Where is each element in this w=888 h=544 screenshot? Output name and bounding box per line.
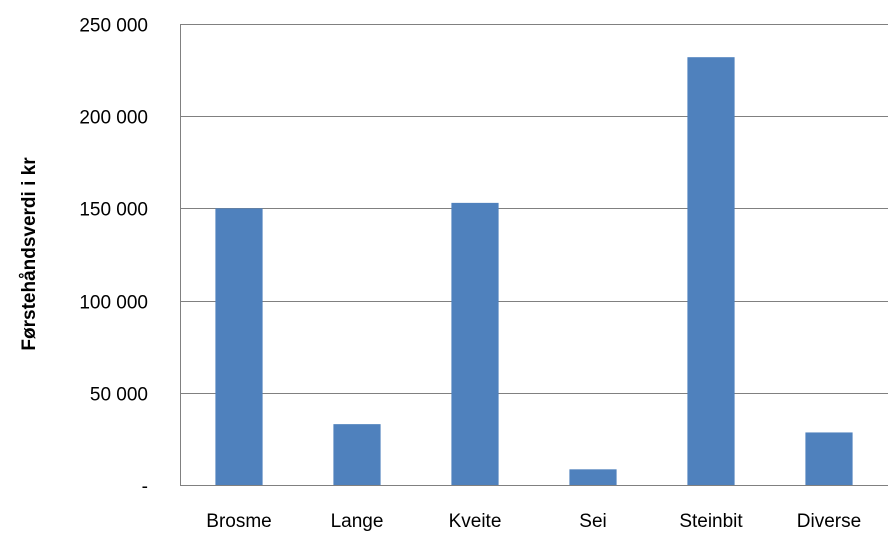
x-tick-label: Steinbit [679,511,743,532]
x-tick-label: Diverse [797,511,861,532]
y-tick-label: 100 000 [79,293,148,314]
x-tick-labels: Brosme Lange Kveite Sei Steinbit Diverse [206,511,861,532]
y-tick-label: 50 000 [90,385,148,406]
bar-steinbit [687,57,735,485]
gridlines [180,24,888,394]
x-tick-label: Brosme [206,511,271,532]
y-tick-label: 150 000 [79,200,148,221]
x-tick-label: Kveite [449,511,502,532]
bar-sei [569,469,617,485]
y-tick-labels: - 50 000 100 000 150 000 200 000 250 000 [79,16,148,498]
bar-kveite [451,202,499,486]
bars [215,57,853,486]
bar-brosme [215,208,263,485]
y-tick-label: 250 000 [79,16,148,37]
y-tick-label: 200 000 [79,108,148,129]
y-axis-label: Førstehåndsverdi i kr [19,157,40,351]
y-tick-label: - [142,477,148,498]
bar-diverse [805,432,853,485]
axes [180,24,888,486]
bar-lange [333,424,381,485]
x-tick-label: Sei [579,511,606,532]
x-tick-label: Lange [331,511,384,532]
